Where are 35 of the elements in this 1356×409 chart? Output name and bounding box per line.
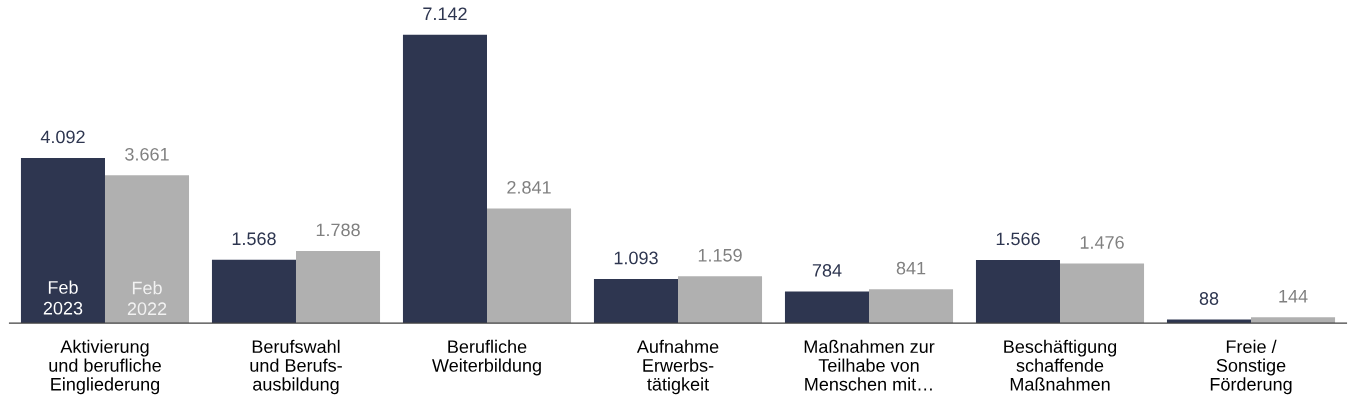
data-label: 1.476 xyxy=(1080,236,1124,249)
data-label: 1.568 xyxy=(232,232,276,246)
data-label: 2.841 xyxy=(507,180,551,194)
data-label: 3.661 xyxy=(125,147,169,161)
x-tick-label: Berufliche Weiterbildung xyxy=(432,339,541,376)
bar xyxy=(1060,263,1145,324)
x-tick-label: Aktivierung und berufliche Eingliederung xyxy=(49,339,161,395)
x-tick-label: Berufswahl und Berufs- ausbildung xyxy=(250,339,342,395)
series-label: Feb 2023 xyxy=(43,280,83,315)
bar xyxy=(104,175,190,324)
bar xyxy=(678,276,763,324)
bar xyxy=(487,208,572,324)
x-tick-label: Beschäftigung schaffende Maßnahmen xyxy=(1004,339,1117,391)
data-label: 1.788 xyxy=(316,223,360,237)
bar xyxy=(211,259,296,324)
series-label: Feb 2022 xyxy=(127,281,167,316)
x-tick-label: Freie / Sonstige Förderung xyxy=(1210,339,1292,395)
data-label: 841 xyxy=(896,261,926,275)
data-label: 1.159 xyxy=(698,248,742,262)
data-label: 1.566 xyxy=(996,232,1040,246)
x-tick-label: Aufnahme Erwerbs- tätigkeit xyxy=(636,339,719,395)
bar xyxy=(784,291,869,324)
data-label: 144 xyxy=(1279,290,1308,303)
x-tick-label: Maßnahmen zur Teilhabe von Menschen mit… xyxy=(804,339,935,391)
data-label: 7.142 xyxy=(423,7,467,20)
data-label: 4.092 xyxy=(40,130,85,144)
bar xyxy=(402,34,487,324)
bar xyxy=(20,157,105,324)
bar xyxy=(593,279,678,324)
data-label: 1.093 xyxy=(614,251,658,265)
data-label: 784 xyxy=(812,264,842,277)
bar xyxy=(869,289,954,324)
bar xyxy=(975,259,1060,324)
data-label: 88 xyxy=(1199,292,1219,305)
bar xyxy=(296,250,381,324)
